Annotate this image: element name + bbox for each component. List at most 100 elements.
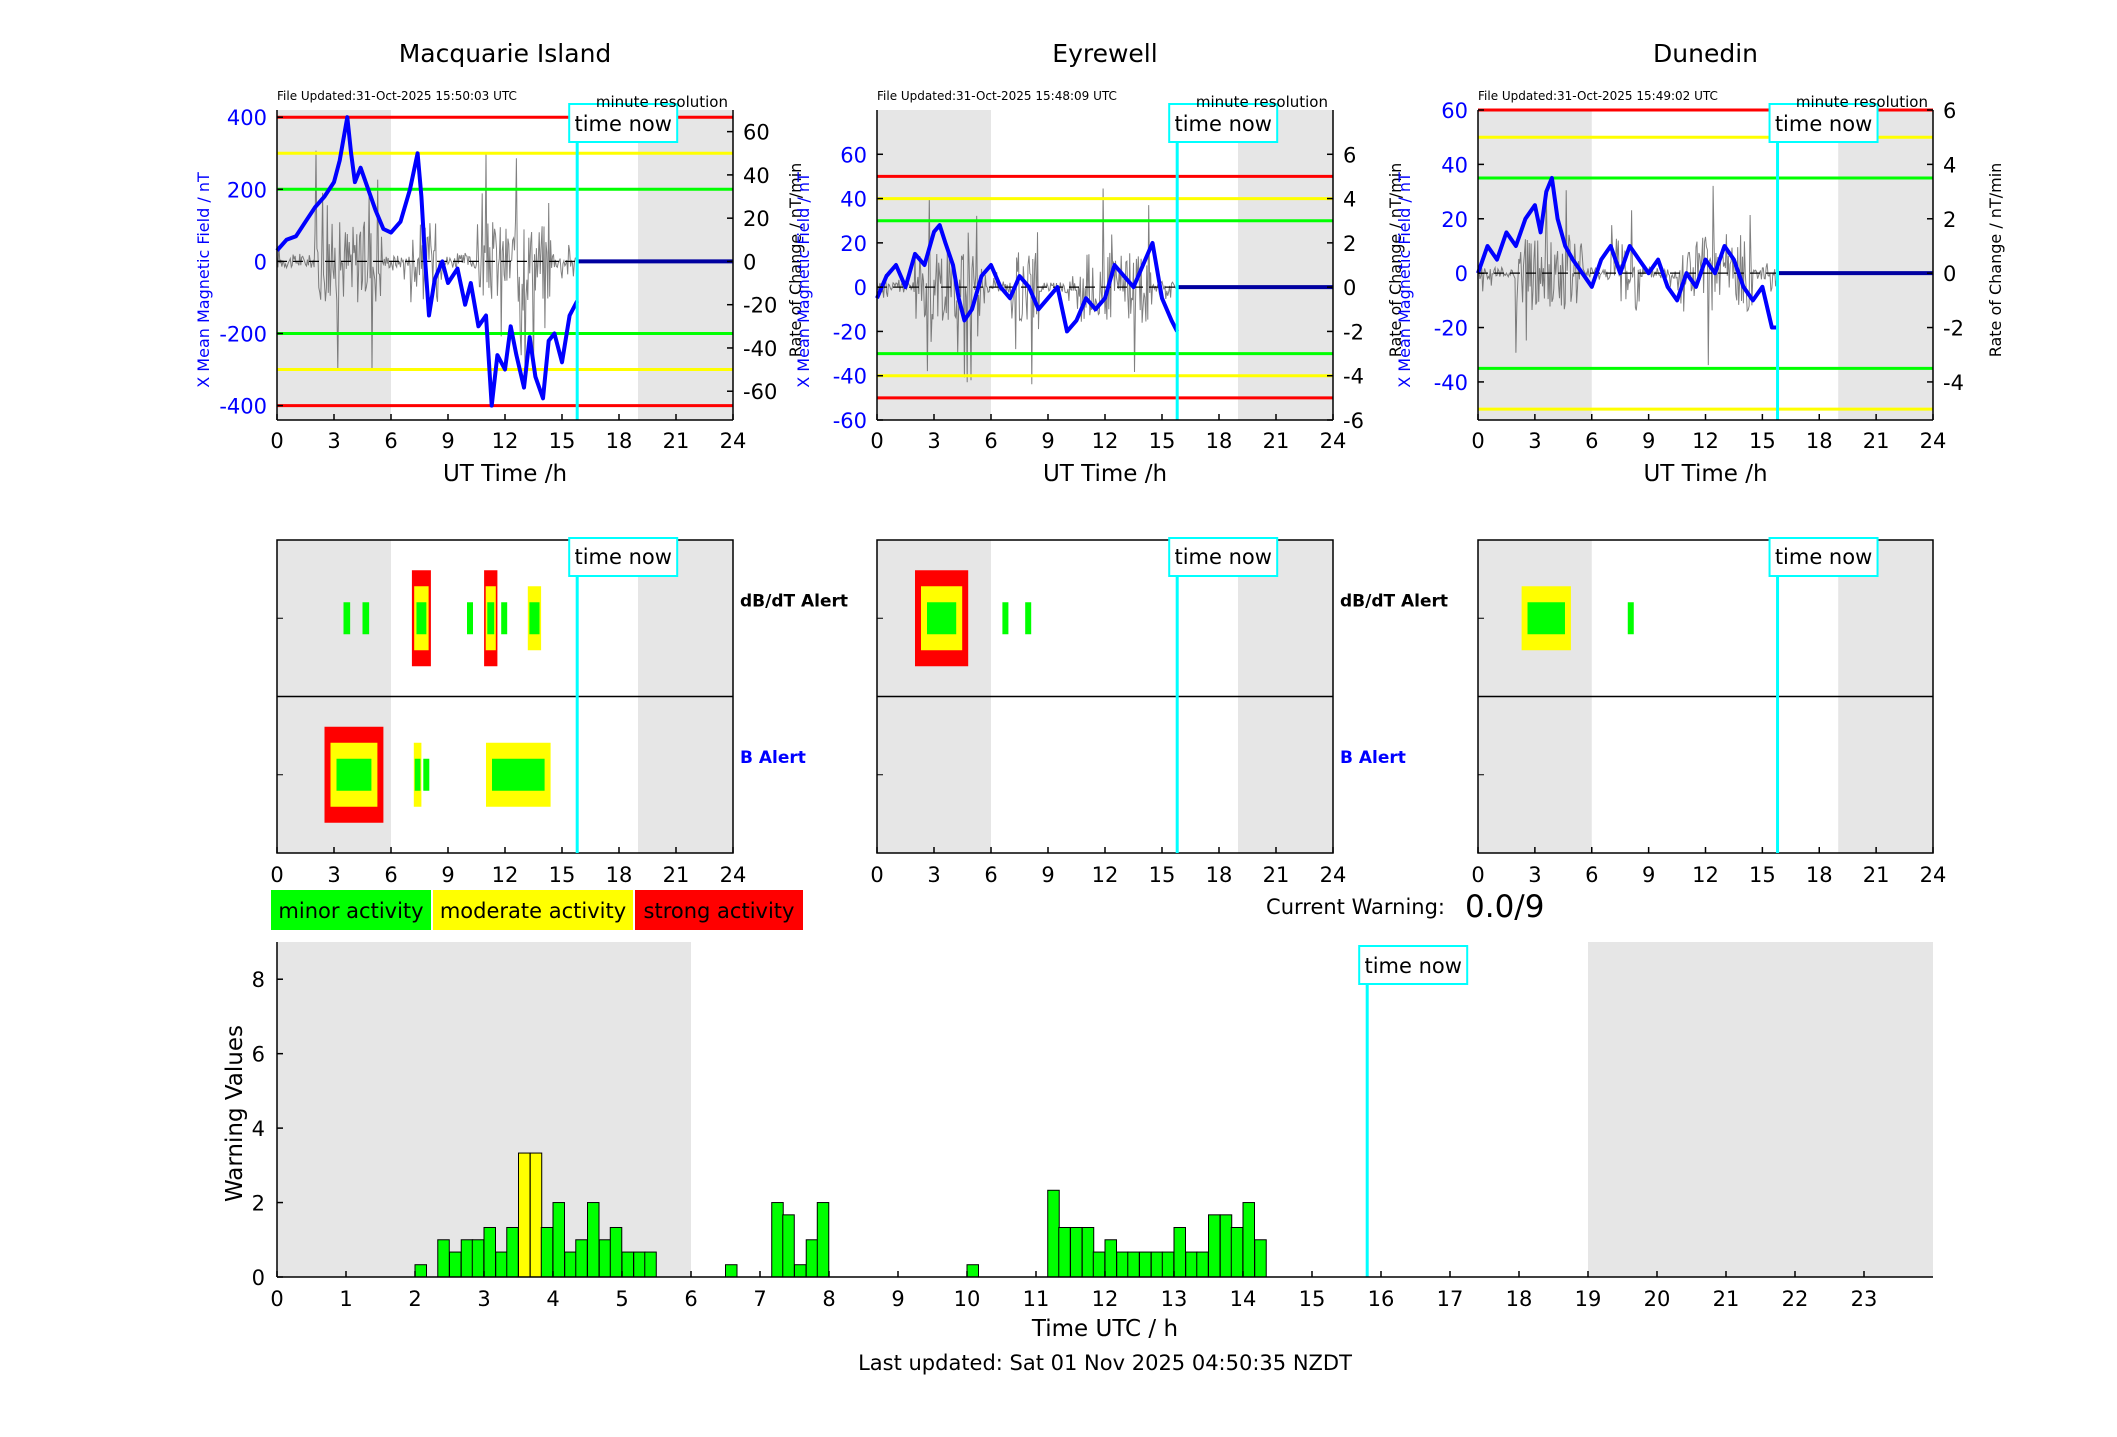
x-tick-label: 15 <box>1299 1287 1326 1311</box>
x-tick-label: 21 <box>663 429 690 453</box>
x-tick-label: 15 <box>1149 429 1176 453</box>
x-tick-label: 13 <box>1161 1287 1188 1311</box>
x-tick-label: 12 <box>1692 429 1719 453</box>
warning-bar <box>552 1202 566 1278</box>
warning-bar <box>771 1202 784 1278</box>
time-now-label: time now <box>1364 954 1461 978</box>
night-shade-band <box>1238 110 1333 420</box>
x-tick-label: 12 <box>492 863 519 887</box>
warning-bar <box>1139 1251 1152 1278</box>
warning-bar <box>518 1152 531 1278</box>
file-updated-text: File Updated:31-Oct-2025 15:48:09 UTC <box>877 89 1117 103</box>
x-tick-label: 12 <box>1692 863 1719 887</box>
x-tick-label: 21 <box>1863 429 1890 453</box>
x-tick-label: 22 <box>1782 1287 1809 1311</box>
warning-bar <box>564 1251 577 1278</box>
alert-bar-level-1 <box>1627 602 1634 635</box>
night-shade-band <box>1588 942 1933 1277</box>
y-tick-label-right: 6 <box>1343 143 1356 167</box>
warning-bar <box>506 1226 519 1278</box>
x-tick-label: 0 <box>270 1287 283 1311</box>
y-axis-label-left: X Mean Magnetic Field / nT <box>194 172 213 388</box>
legend-moderate-label: moderate activity <box>440 899 626 923</box>
current-warning-value: 0.0/9 <box>1465 889 1544 925</box>
y-tick-label: 4 <box>252 1117 265 1141</box>
x-tick-label: 24 <box>720 429 747 453</box>
warning-bar <box>575 1239 588 1278</box>
x-tick-label: 3 <box>327 429 340 453</box>
field-series-line <box>275 115 579 408</box>
warning-bar <box>1173 1226 1187 1278</box>
y-tick-label-right: 0 <box>1343 276 1356 300</box>
x-tick-label: 15 <box>1149 863 1176 887</box>
x-tick-label: 24 <box>720 863 747 887</box>
x-tick-label: 9 <box>891 1287 904 1311</box>
x-tick-label: 18 <box>1506 1287 1533 1311</box>
y-tick-label: 0 <box>252 1266 265 1290</box>
y-tick-label-right: -6 <box>1343 409 1364 433</box>
x-tick-label: 23 <box>1851 1287 1878 1311</box>
file-updated-text: File Updated:31-Oct-2025 15:50:03 UTC <box>277 89 517 103</box>
x-tick-label: 3 <box>1528 429 1541 453</box>
x-tick-label: 12 <box>1092 1287 1119 1311</box>
x-tick-label: 6 <box>1585 863 1598 887</box>
y-tick-label-left: 0 <box>254 250 267 274</box>
x-tick-label: 0 <box>870 863 883 887</box>
warning-bar <box>1127 1251 1140 1278</box>
y-axis-label: Warning Values <box>222 1025 248 1202</box>
x-axis-label: UT Time /h <box>1043 461 1167 487</box>
x-tick-label: 18 <box>606 863 633 887</box>
warning-bar <box>794 1264 807 1278</box>
warning-bar <box>1070 1226 1083 1278</box>
x-tick-label: 3 <box>327 863 340 887</box>
y-tick-label-right: 6 <box>1943 99 1956 123</box>
x-tick-label: 9 <box>441 429 454 453</box>
x-tick-label: 4 <box>546 1287 559 1311</box>
x-tick-label: 8 <box>822 1287 835 1311</box>
y-tick-label-right: 20 <box>743 207 770 231</box>
y-tick-label: 8 <box>252 968 265 992</box>
time-now-label: time now <box>1775 545 1872 569</box>
warning-bar <box>1242 1202 1256 1278</box>
time-now-label: time now <box>574 545 671 569</box>
x-tick-label: 14 <box>1230 1287 1257 1311</box>
y-tick-label-left: 0 <box>1455 262 1468 286</box>
warning-bar <box>1047 1189 1060 1278</box>
alert-bar-level-1 <box>501 602 508 635</box>
y-tick-label: 6 <box>252 1043 265 1067</box>
y-tick-label-left: 200 <box>227 178 267 202</box>
legend-strong-swatch <box>635 890 803 930</box>
alert-bar-level-1 <box>423 758 430 791</box>
warning-bar <box>805 1239 819 1278</box>
x-tick-label: 15 <box>549 429 576 453</box>
warning-bar <box>1092 1251 1106 1278</box>
rate-of-change-line <box>876 188 1177 385</box>
x-tick-label: 18 <box>606 429 633 453</box>
x-tick-label: 7 <box>753 1287 766 1311</box>
y-tick-label-left: 40 <box>840 188 867 212</box>
night-shade-band <box>277 942 691 1277</box>
warning-bar <box>1104 1239 1118 1278</box>
warning-bar <box>621 1251 635 1278</box>
x-tick-label: 6 <box>984 863 997 887</box>
alert-bar-level-1 <box>492 758 545 791</box>
warning-bar <box>587 1202 600 1278</box>
y-tick-label-right: 40 <box>743 164 770 188</box>
x-tick-label: 9 <box>1041 863 1054 887</box>
y-tick-label-right: 4 <box>1343 188 1356 212</box>
time-now-label-box <box>1768 537 1879 577</box>
warning-bar <box>1161 1251 1175 1278</box>
x-tick-label: 3 <box>927 863 940 887</box>
y-tick-label-left: -40 <box>833 365 867 389</box>
y-tick-label-right: 2 <box>1943 208 1956 232</box>
y-tick-label-right: 60 <box>743 121 770 145</box>
warning-bar <box>782 1214 795 1278</box>
y-tick-label-left: -200 <box>219 322 267 346</box>
x-tick-label: 21 <box>1863 863 1890 887</box>
time-now-label-box <box>1168 103 1279 143</box>
y-tick-label-right: -2 <box>1943 317 1964 341</box>
x-tick-label: 0 <box>270 429 283 453</box>
warning-bar <box>966 1264 980 1278</box>
time-now-label-box <box>1358 945 1469 985</box>
night-shade-band <box>638 110 733 420</box>
